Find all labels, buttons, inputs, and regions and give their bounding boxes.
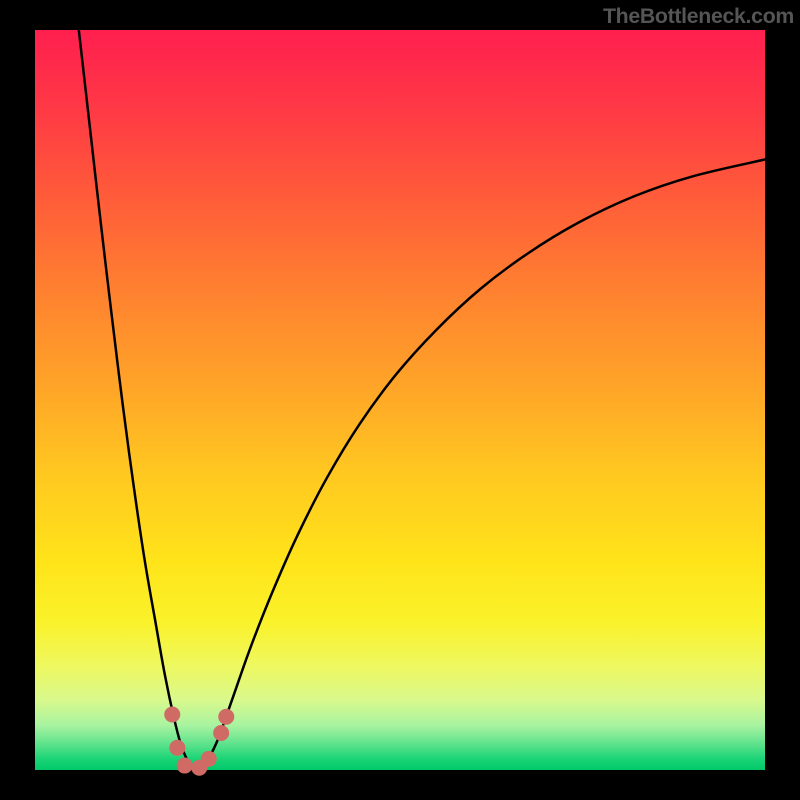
minimum-marker bbox=[218, 709, 234, 725]
minimum-marker bbox=[213, 725, 229, 741]
plot-area bbox=[35, 30, 765, 770]
minimum-marker bbox=[177, 758, 193, 774]
watermark-text: TheBottleneck.com bbox=[603, 4, 794, 29]
minimum-marker bbox=[201, 751, 217, 767]
minimum-marker bbox=[169, 740, 185, 756]
minimum-marker bbox=[164, 707, 180, 723]
chart-svg bbox=[0, 0, 800, 800]
figure-root: TheBottleneck.com bbox=[0, 0, 800, 800]
